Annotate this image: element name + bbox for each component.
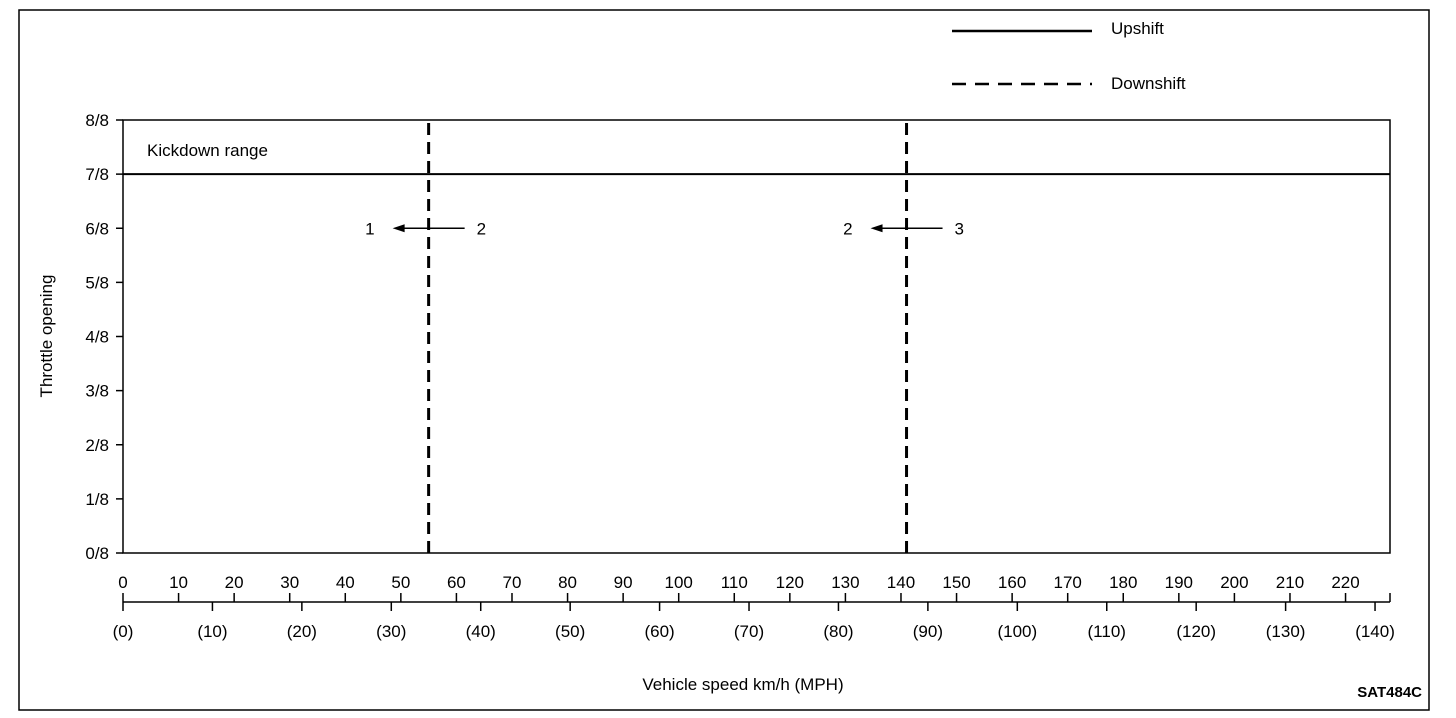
gear-label-to: 1 <box>365 219 374 238</box>
x-tick-label-kmh: 100 <box>665 573 693 592</box>
y-tick-label: 7/8 <box>85 165 109 184</box>
kickdown-range-label: Kickdown range <box>147 141 268 160</box>
x-tick-label-mph: (110) <box>1088 622 1126 641</box>
x-tick-label-kmh: 0 <box>118 573 127 592</box>
y-tick-label: 4/8 <box>85 328 109 347</box>
y-tick-label: 2/8 <box>85 436 109 455</box>
y-tick-label: 6/8 <box>85 219 109 238</box>
x-tick-label-kmh: 40 <box>336 573 355 592</box>
x-tick-label-kmh: 170 <box>1054 573 1082 592</box>
x-axis-title: Vehicle speed km/h (MPH) <box>642 675 843 694</box>
x-tick-label-mph: (80) <box>823 622 853 641</box>
y-axis: 0/8 1/8 2/8 3/8 4/8 5/8 6/8 7/8 8/8 <box>85 111 123 563</box>
y-axis-title: Throttle opening <box>37 275 56 398</box>
x-tick-label-kmh: 70 <box>503 573 522 592</box>
x-tick-label-kmh: 190 <box>1165 573 1193 592</box>
x-tick-label-kmh: 120 <box>776 573 804 592</box>
gear-label-from: 2 <box>477 219 486 238</box>
x-tick-label-kmh: 210 <box>1276 573 1304 592</box>
shift-arrow-2-to-1: 2 1 <box>365 219 486 238</box>
shift-arrow-head <box>870 224 883 233</box>
x-tick-label-kmh: 110 <box>721 573 748 592</box>
y-tick-label: 3/8 <box>85 382 109 401</box>
gear-label-to: 2 <box>843 219 852 238</box>
x-tick-label-kmh: 80 <box>558 573 577 592</box>
shift-arrow-head <box>392 224 405 233</box>
legend-upshift-label: Upshift <box>1111 19 1164 38</box>
y-tick-label: 1/8 <box>85 490 109 509</box>
x-tick-label-mph: (70) <box>734 622 764 641</box>
x-tick-label-mph: (20) <box>287 622 317 641</box>
x-tick-label-mph: (120) <box>1176 622 1216 641</box>
x-tick-label-kmh: 150 <box>942 573 970 592</box>
x-tick-label-mph: (130) <box>1266 622 1306 641</box>
x-tick-label-kmh: 60 <box>447 573 466 592</box>
legend-downshift-label: Downshift <box>1111 74 1186 93</box>
outer-frame <box>18 9 1430 711</box>
shift-arrow-3-to-2: 3 2 <box>843 219 964 238</box>
figure-code: SAT484C <box>1357 684 1422 701</box>
x-axis-kmh: 0 10 20 30 40 50 60 70 80 90 100 110 120 130 140 150 160… <box>118 573 1391 602</box>
x-axis-mph: (0) (10) (20) (30) (40) (50) (60) (70) (80) (90) (… <box>113 602 1395 641</box>
x-tick-label-mph: (0) <box>113 622 134 641</box>
plot-area <box>122 119 1391 554</box>
x-tick-label-mph: (60) <box>644 622 674 641</box>
x-tick-label-mph: (90) <box>913 622 943 641</box>
x-tick-label-kmh: 200 <box>1220 573 1248 592</box>
x-tick-label-mph: (10) <box>197 622 227 641</box>
x-tick-label-mph: (140) <box>1355 622 1395 641</box>
x-tick-label-kmh: 10 <box>169 573 188 592</box>
x-tick-label-mph: (30) <box>376 622 406 641</box>
x-tick-label-mph: (50) <box>555 622 585 641</box>
y-tick-label: 0/8 <box>85 544 109 563</box>
x-tick-label-kmh: 160 <box>998 573 1026 592</box>
x-tick-label-kmh: 20 <box>225 573 244 592</box>
x-tick-label-kmh: 220 <box>1331 573 1359 592</box>
x-tick-label-kmh: 140 <box>887 573 915 592</box>
x-tick-label-mph: (40) <box>466 622 496 641</box>
y-tick-label: 5/8 <box>85 273 109 292</box>
x-tick-label-mph: (100) <box>997 622 1037 641</box>
x-tick-label-kmh: 50 <box>391 573 410 592</box>
y-tick-label: 8/8 <box>85 111 109 130</box>
x-tick-label-kmh: 30 <box>280 573 299 592</box>
gear-label-from: 3 <box>955 219 964 238</box>
x-tick-label-kmh: 90 <box>614 573 633 592</box>
x-tick-label-kmh: 180 <box>1109 573 1137 592</box>
x-tick-label-kmh: 130 <box>831 573 859 592</box>
legend: Upshift Downshift <box>952 19 1186 93</box>
